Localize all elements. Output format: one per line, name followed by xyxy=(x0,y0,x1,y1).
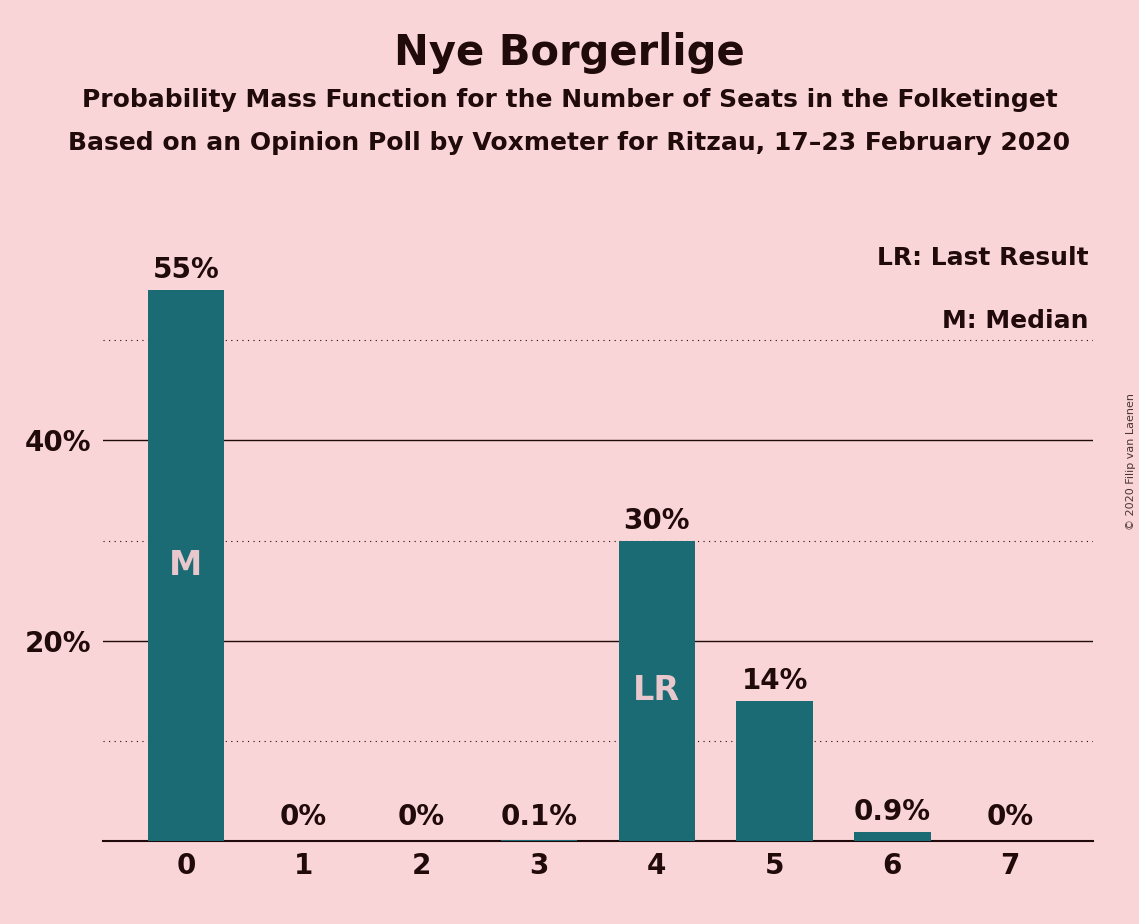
Text: Based on an Opinion Poll by Voxmeter for Ritzau, 17–23 February 2020: Based on an Opinion Poll by Voxmeter for… xyxy=(68,131,1071,155)
Bar xyxy=(148,290,224,841)
Text: 30%: 30% xyxy=(624,506,690,534)
Text: LR: Last Result: LR: Last Result xyxy=(877,246,1089,270)
Text: 0%: 0% xyxy=(280,803,327,831)
Text: LR: LR xyxy=(633,675,680,707)
Bar xyxy=(501,840,577,841)
Text: M: M xyxy=(170,549,203,582)
Text: 0.1%: 0.1% xyxy=(501,803,577,831)
Text: © 2020 Filip van Laenen: © 2020 Filip van Laenen xyxy=(1126,394,1136,530)
Text: 0%: 0% xyxy=(986,803,1034,831)
Text: 0%: 0% xyxy=(398,803,445,831)
Bar xyxy=(736,700,813,841)
Text: 55%: 55% xyxy=(153,256,219,285)
Text: M: Median: M: Median xyxy=(942,310,1089,334)
Text: Nye Borgerlige: Nye Borgerlige xyxy=(394,32,745,74)
Bar xyxy=(854,832,931,841)
Text: 0.9%: 0.9% xyxy=(854,797,931,826)
Text: 14%: 14% xyxy=(741,667,808,695)
Bar xyxy=(618,541,695,841)
Text: Probability Mass Function for the Number of Seats in the Folketinget: Probability Mass Function for the Number… xyxy=(82,88,1057,112)
